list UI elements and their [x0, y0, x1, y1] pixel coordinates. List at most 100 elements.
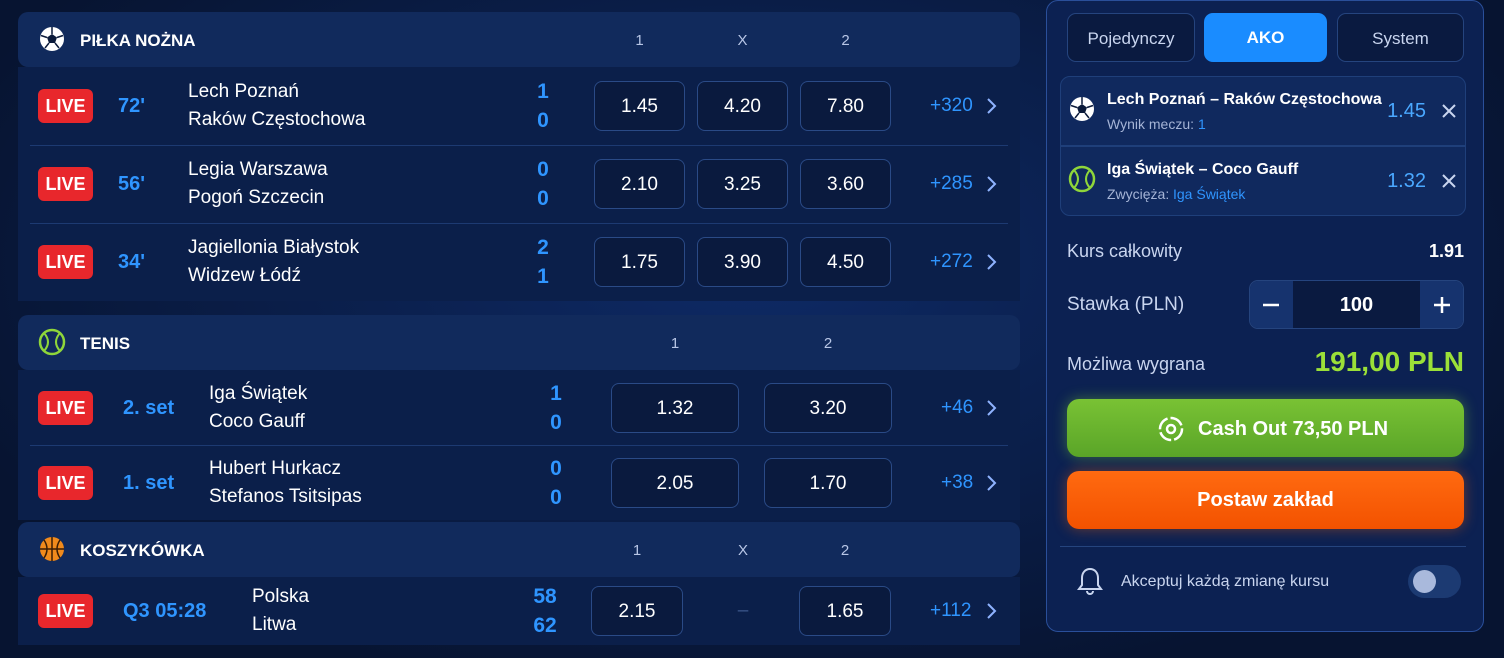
remove-selection: [1442, 104, 1456, 118]
odds-button[interactable]: 1.32: [611, 382, 739, 433]
team-away: Raków Częstochowa: [188, 109, 366, 130]
match-time: 72': [118, 95, 146, 117]
live-badge: LIVE: [38, 465, 93, 500]
selection-icon: [1068, 165, 1096, 193]
section-header: [18, 12, 1020, 67]
team-home: Legia Warszawa: [188, 159, 328, 180]
match-time: 2. set: [123, 396, 175, 419]
odds-button[interactable]: 4.20: [697, 81, 788, 131]
sport-icon: [40, 27, 64, 51]
score-away: 0: [550, 485, 562, 509]
odds-button[interactable]: 2.15: [591, 586, 683, 636]
odds-button[interactable]: 1.45: [594, 81, 685, 131]
odds-button[interactable]: 2.05: [611, 457, 739, 508]
team-home: Hubert Hurkacz: [209, 457, 341, 479]
accept-label: Akceptuj każdą zmianę kursu: [1121, 573, 1330, 590]
odds-button[interactable]: 1.70: [764, 457, 892, 508]
team-home: Jagiellonia Białystok: [188, 237, 360, 258]
match-time: Q3 05:28: [123, 600, 207, 622]
live-badge: LIVE: [38, 167, 93, 201]
score-away: 0: [550, 410, 562, 434]
selection-card: [1060, 76, 1466, 146]
team-away: Litwa: [252, 614, 297, 635]
team-away: Coco Gauff: [209, 410, 305, 432]
section-title: TENIS: [80, 334, 131, 353]
score-away: 0: [537, 187, 549, 210]
column-label: 2: [841, 32, 850, 49]
sport-icon: [38, 328, 66, 356]
odds-button[interactable]: 2.10: [594, 159, 685, 209]
minus-icon: [1263, 303, 1279, 307]
cashout-icon: [1158, 416, 1184, 442]
odds-button[interactable]: 3.25: [697, 159, 788, 209]
team-home: Iga Świątek: [209, 382, 308, 404]
row-divider: [30, 145, 1008, 146]
more-markets[interactable]: +272: [930, 251, 973, 272]
selection-pick: Iga Świątek: [1173, 186, 1246, 202]
live-badge: LIVE: [38, 390, 93, 425]
odds-button[interactable]: 1.75: [594, 237, 685, 287]
win-label: Możliwa wygrana: [1067, 354, 1206, 374]
more-markets[interactable]: +46: [941, 396, 974, 418]
place-bet-button[interactable]: Postaw zakład: [1067, 471, 1464, 529]
chevron: [987, 603, 997, 619]
live-badge: LIVE: [38, 594, 93, 628]
score-away: 1: [537, 265, 549, 288]
odds-button[interactable]: 3.90: [697, 237, 788, 287]
live-badge: LIVE: [38, 89, 93, 123]
plus-icon: [1434, 297, 1450, 313]
score-away: 62: [533, 614, 557, 637]
cashout-button[interactable]: [1067, 399, 1464, 457]
column-label: 1: [632, 542, 642, 559]
team-home: Polska: [252, 586, 310, 607]
toggle-knob: [1413, 570, 1436, 593]
more-markets[interactable]: +38: [941, 471, 974, 493]
live-badge: LIVE: [38, 245, 93, 279]
betslip-tab[interactable]: System: [1337, 13, 1464, 62]
chevron: [987, 474, 997, 491]
row-divider: [30, 223, 1008, 224]
chevron: [987, 254, 997, 270]
team-away: Widzew Łódź: [188, 265, 301, 286]
selection-pick: 1: [1198, 116, 1206, 132]
score-home: 2: [537, 236, 549, 259]
win-value: 191,00 PLN: [1314, 346, 1464, 377]
more-markets[interactable]: +112: [930, 600, 972, 621]
total-value: 1.91: [1428, 241, 1464, 261]
cashout-label[interactable]: Cash Out 73,50 PLN: [1198, 418, 1389, 440]
row-divider: [30, 445, 1008, 446]
betslip-tab[interactable]: Pojedynczy: [1067, 13, 1195, 62]
odds-button[interactable]: 3.20: [764, 382, 892, 433]
betslip-tab[interactable]: AKO: [1204, 13, 1327, 62]
column-label: X: [737, 32, 748, 49]
team-away: Stefanos Tsitsipas: [209, 485, 362, 507]
chevron: [987, 176, 997, 192]
column-label: 2: [840, 542, 850, 559]
selection-match: Lech Poznań – Raków Częstochowa: [1107, 91, 1382, 108]
selection-odds: 1.45: [1387, 100, 1426, 122]
score-home: 58: [533, 585, 557, 608]
column-label: X: [737, 542, 748, 559]
more-markets[interactable]: +320: [930, 95, 973, 116]
column-label: 1: [635, 32, 644, 49]
remove-selection: [1442, 174, 1456, 188]
stake-value[interactable]: 100: [1339, 294, 1374, 316]
column-label: 2: [823, 335, 833, 352]
odds-button[interactable]: 3.60: [800, 159, 891, 209]
score-home: 1: [550, 381, 562, 405]
team-home: Lech Poznań: [188, 81, 299, 102]
score-home: 1: [537, 80, 549, 103]
selection-match: Iga Świątek – Coco Gauff: [1107, 161, 1299, 178]
selection-market: Zwycięża:: [1107, 186, 1170, 202]
odds-button[interactable]: 4.50: [800, 237, 891, 287]
odds-button[interactable]: 7.80: [800, 81, 891, 131]
selection-icon: [1070, 97, 1094, 121]
selection-card: [1060, 146, 1466, 216]
match-time: 34': [118, 251, 146, 273]
score-home: 0: [537, 158, 549, 181]
match-time: 1. set: [123, 471, 175, 494]
more-markets[interactable]: +285: [930, 173, 973, 194]
odds-button[interactable]: 1.65: [799, 586, 891, 636]
stake-label: Stawka (PLN): [1067, 294, 1185, 315]
